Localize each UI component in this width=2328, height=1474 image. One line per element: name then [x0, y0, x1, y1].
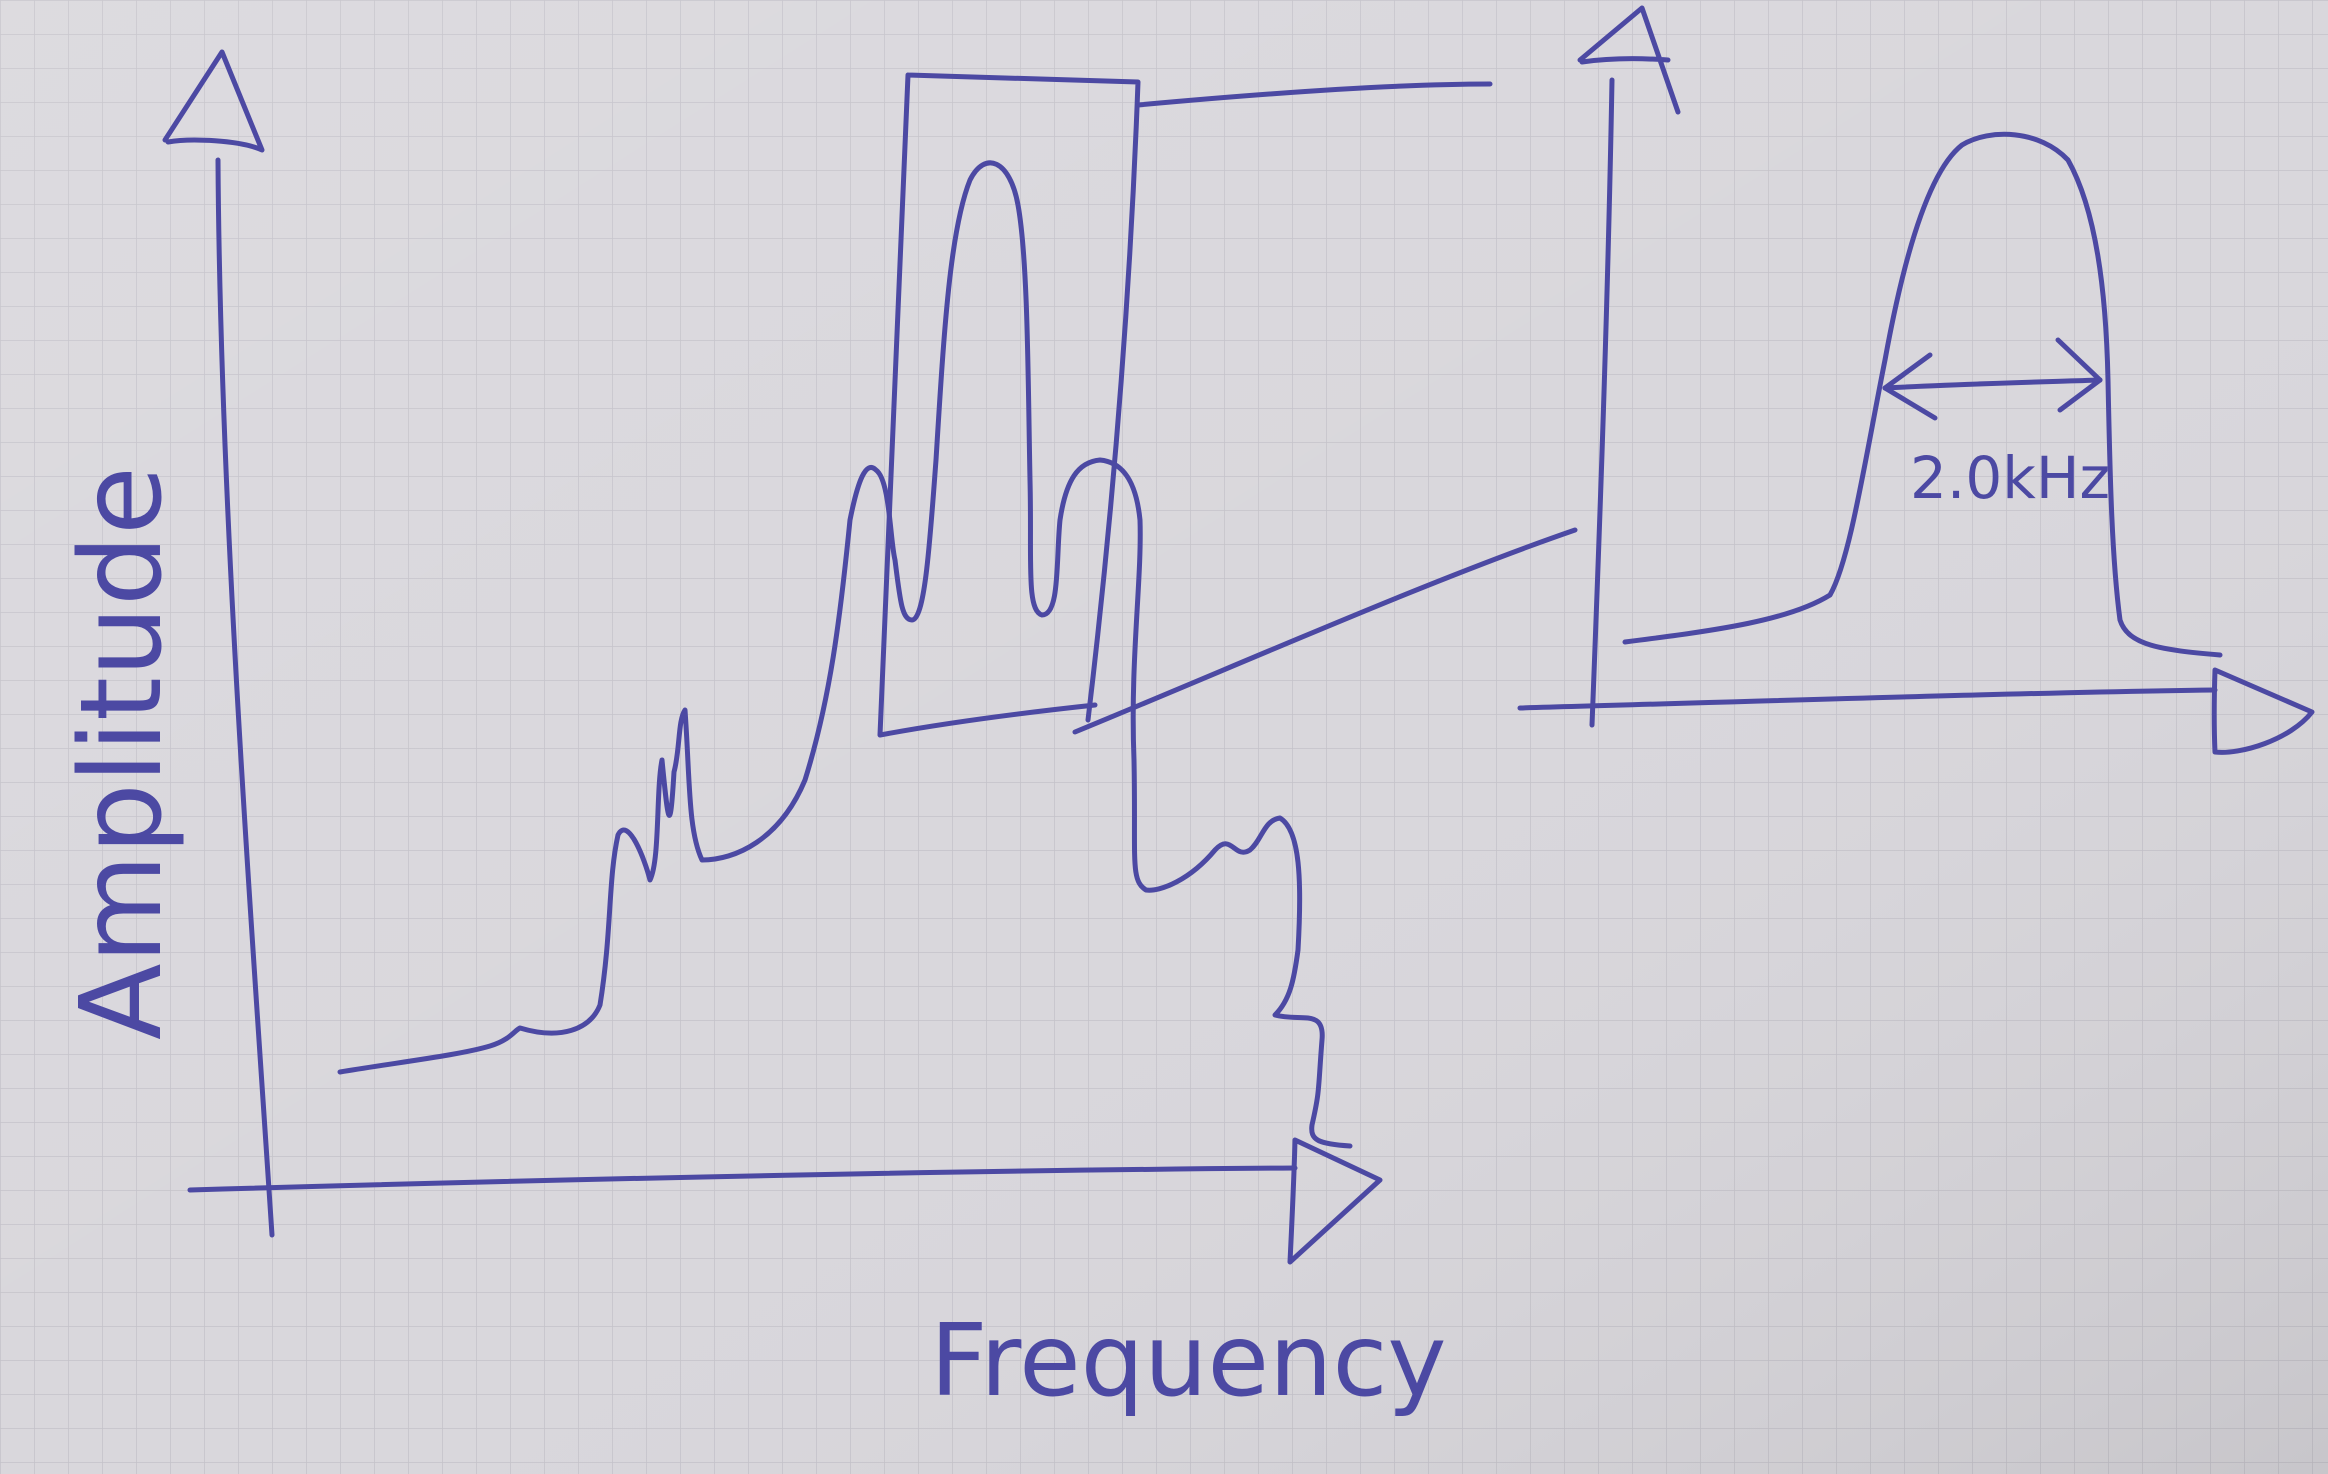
- zoom-connector-bottom: [1072, 527, 1578, 735]
- zoom-connector-top: [1135, 81, 1493, 108]
- main-y-axis-arrowhead: [162, 49, 265, 153]
- bandwidth-label: 2.0kHz: [1910, 444, 2110, 512]
- zoom-peak-curve: [1622, 131, 2223, 658]
- bandwidth-arrow-line: [1882, 377, 2103, 391]
- main-plot: Amplitude Frequency: [57, 49, 1447, 1419]
- main-x-axis: [187, 1165, 1298, 1193]
- main-x-axis-arrowhead: [1287, 1137, 1383, 1265]
- zoom-plot: 2.0kHz: [1517, 5, 2315, 755]
- zoom-y-axis: [1589, 77, 1615, 728]
- zoom-y-axis-arrowhead: [1577, 5, 1681, 115]
- main-y-axis-label: Amplitude: [57, 466, 187, 1040]
- main-x-axis-label: Frequency: [930, 1302, 1447, 1419]
- zoom-x-axis: [1517, 687, 2218, 711]
- main-y-axis: [215, 157, 275, 1238]
- selection-box: [877, 72, 1141, 738]
- zoom-connectors: [1072, 81, 1578, 735]
- bandwidth-arrow-left-head: [1882, 352, 1938, 421]
- main-spectrum-curve: [337, 160, 1353, 1149]
- zoom-x-axis-arrowhead: [2211, 667, 2315, 755]
- bandwidth-arrow-right-head: [2055, 337, 2103, 413]
